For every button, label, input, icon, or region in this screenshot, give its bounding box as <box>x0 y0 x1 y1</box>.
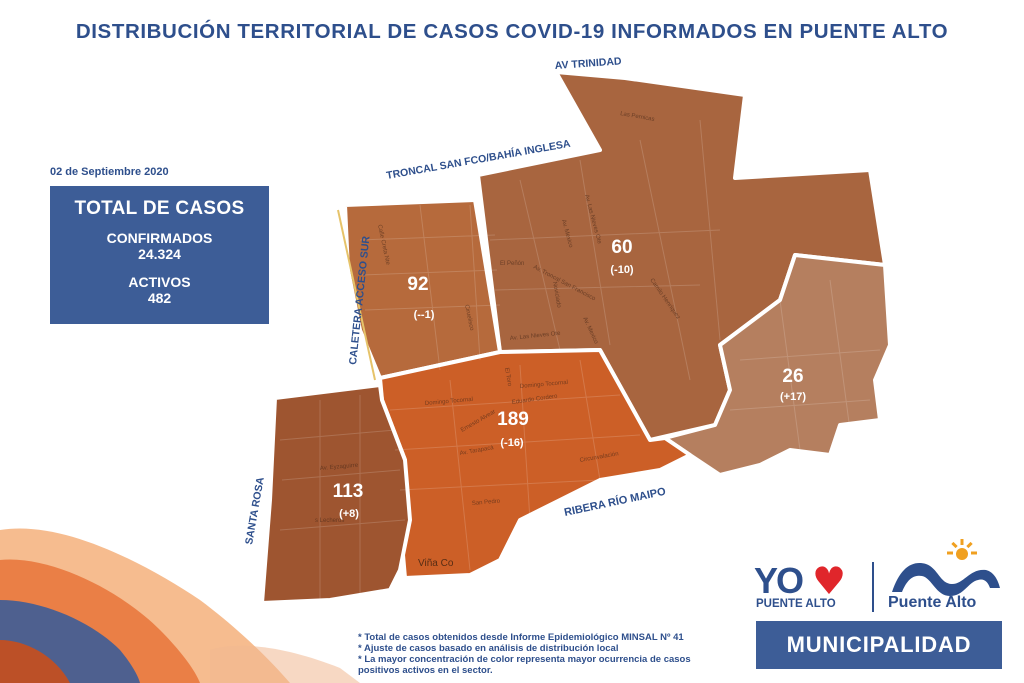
yo-logo-text: YO <box>754 560 804 601</box>
sector-south-west-cases: 113 <box>333 481 364 502</box>
street-grid <box>279 119 881 600</box>
footnotes: * Total de casos obtenidos desde Informe… <box>358 632 718 676</box>
footnote: * La mayor concentración de color repres… <box>358 654 691 665</box>
active-label: ACTIVOS <box>128 274 191 290</box>
confirmed-label: CONFIRMADOS <box>106 230 213 246</box>
page-title: DISTRIBUCIÓN TERRITORIAL DE CASOS COVID-… <box>75 20 949 43</box>
street-label: s Lecheros <box>315 518 344 524</box>
footnote: positivos activos en el sector. <box>358 665 493 676</box>
street-label: Av. Las Nieves Ote <box>510 331 562 342</box>
footnote: * Total de casos obtenidos desde Informe… <box>358 632 684 643</box>
sector-central-cases: 189 <box>497 409 529 430</box>
puente-alto-logo-text: Puente Alto <box>888 594 977 611</box>
street-label: Noviciado <box>551 281 562 309</box>
sector-north-central-change: (-10) <box>610 264 634 276</box>
totals-panel: TOTAL DE CASOS CONFIRMADOS 24.324 ACTIVO… <box>50 186 269 324</box>
puente-alto-logo: Puente Alto <box>886 538 1004 614</box>
decorative-swirl <box>0 528 360 683</box>
street-label: Av. Tarapacá <box>459 445 495 457</box>
street-label-vina: Viña Co <box>418 558 454 569</box>
street-label: Las Pernicas <box>620 111 655 123</box>
sector-north-west-cases: 92 <box>407 274 428 295</box>
yo-logo-subtitle: PUENTE ALTO <box>756 598 836 610</box>
street-label: El Peñón <box>500 261 524 267</box>
street-label: San Pedro <box>472 498 501 507</box>
sector-east-change: (+17) <box>780 391 806 403</box>
confirmed-value: 24.324 <box>138 246 181 262</box>
totals-heading: TOTAL DE CASOS <box>74 198 245 219</box>
report-date: 02 de Septiembre 2020 <box>50 166 169 178</box>
sector-north-west-change: (--1) <box>414 309 435 321</box>
street-label: Domingo Tocornal <box>520 380 569 390</box>
sector-north-central-cases: 60 <box>611 237 632 258</box>
street-label: Ciruelisco <box>463 304 474 332</box>
street-label: Av. Eyzaguirre <box>320 463 359 472</box>
sector-south-west-change: (+8) <box>339 508 359 520</box>
sector-east[interactable] <box>663 253 892 477</box>
road-caletera <box>337 209 376 381</box>
road-label-santa-rosa: SANTA ROSA <box>243 476 267 546</box>
street-label: Domingo Tocornal <box>425 397 474 407</box>
active-value: 482 <box>147 290 172 306</box>
street-label: El Toro <box>503 367 512 387</box>
sector-central-change: (-16) <box>500 437 524 449</box>
municipalidad-banner: MUNICIPALIDAD <box>756 621 1002 669</box>
logo-divider <box>872 562 874 612</box>
heart-icon: ♥ <box>812 559 847 603</box>
road-label-av-trinidad: AV TRINIDAD <box>554 55 622 72</box>
sun-bridge-icon <box>892 539 1000 596</box>
yo-puente-alto-logo: YO ♥ PUENTE ALTO <box>754 560 864 616</box>
sector-east-cases: 26 <box>782 366 803 387</box>
sector-south-west[interactable] <box>260 383 412 605</box>
footnote: * Ajuste de casos basado en análisis de … <box>358 643 619 654</box>
